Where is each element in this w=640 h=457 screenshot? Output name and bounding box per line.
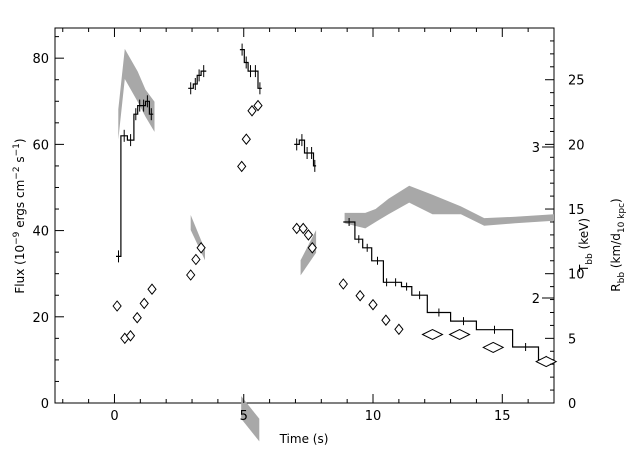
x-tick-label: 5: [240, 409, 248, 424]
y-axis-label-radius: Rbb (km/d10 kpc): [609, 198, 627, 291]
flux-histogram-segment-4: [343, 221, 554, 361]
radius-point: [303, 229, 314, 241]
radius-point: [112, 300, 122, 312]
radius-point: [338, 278, 348, 290]
radius-point: [247, 104, 257, 117]
y-right-R-tick-label: 10: [568, 268, 585, 283]
temperature-band-4: [344, 185, 554, 229]
radius-point: [253, 99, 263, 112]
radius-point: [298, 222, 308, 235]
y-left-tick-label: 40: [32, 225, 49, 240]
radius-point: [448, 328, 471, 341]
axis-ticks-layer: 0 5 10 15 0 20 40 60 80 0 5 10 15 20 25 2 3: [32, 28, 585, 424]
y-right-R-tick-label: 5: [568, 332, 576, 347]
y-right-R-tick-label: 25: [568, 74, 585, 89]
y-left-tick-label: 20: [32, 311, 49, 326]
flux-histogram-segment-0: [116, 100, 154, 257]
radius-point: [241, 133, 251, 146]
y-axis-label-temperature: Tbb (keV): [577, 218, 595, 273]
radius-point: [307, 241, 317, 254]
radius-point: [147, 283, 157, 296]
radius-point: [394, 323, 404, 336]
y-right-T-tick-label: 3: [532, 141, 540, 156]
radius-point: [196, 241, 206, 254]
temperature-band-1: [190, 215, 205, 261]
radius-point: [132, 311, 142, 324]
flux-histogram-segment-3: [294, 139, 317, 167]
flux-histogram-segment-1: [188, 70, 207, 89]
y-axis-label-left: Flux (10−9 ergs cm−2 s−1): [12, 138, 27, 293]
temperature-band-3: [300, 230, 317, 276]
y-left-tick-label: 0: [41, 397, 49, 412]
radius-point: [368, 298, 378, 311]
temperature-band-0: [118, 48, 155, 140]
y-right-R-tick-label: 15: [568, 203, 585, 218]
x-tick-label: 0: [110, 409, 118, 424]
x-axis-label: Time (s): [279, 432, 329, 446]
x-tick-label: 15: [494, 409, 511, 424]
radius-point: [355, 289, 365, 302]
radius-point: [139, 297, 149, 310]
flux-histogram-segment-2: [239, 49, 262, 89]
radius-point: [535, 356, 558, 368]
radius-point: [125, 329, 136, 342]
flux-histogram-layer: [116, 43, 554, 364]
x-tick-label: 10: [365, 409, 382, 424]
y-right-R-tick-label: 0: [568, 397, 576, 412]
y-left-tick-label: 80: [32, 52, 49, 67]
y-right-R-tick-label: 20: [568, 138, 585, 153]
radius-point: [482, 341, 505, 353]
y-left-tick-label: 60: [32, 138, 49, 153]
radius-point: [191, 253, 201, 266]
temperature-band-layer: [118, 48, 554, 442]
temperature-band-2: [241, 396, 260, 442]
radius-point: [186, 269, 196, 281]
radius-points-layer: [112, 99, 558, 368]
radius-point: [381, 314, 391, 327]
radius-point: [421, 328, 444, 341]
y-right-T-tick-label: 2: [532, 292, 540, 307]
radius-point: [237, 160, 247, 173]
